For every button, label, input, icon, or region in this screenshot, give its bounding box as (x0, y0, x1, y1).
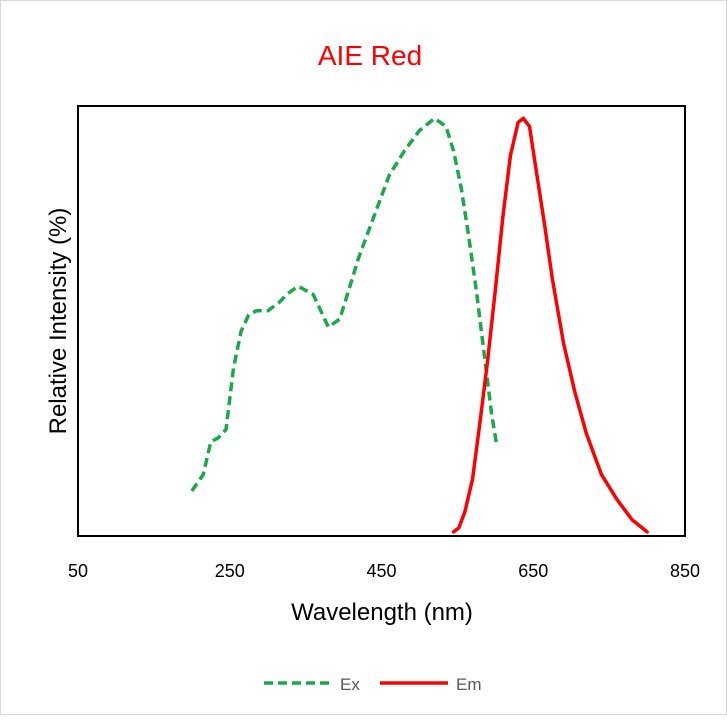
plot-area (77, 105, 686, 537)
x-tick-label: 850 (670, 561, 700, 581)
x-axis-label: Wavelength (nm) (291, 599, 473, 626)
chart-title: AIE Red (318, 40, 422, 71)
legend: Ex Em (264, 675, 482, 694)
legend-label-em: Em (456, 675, 482, 694)
series-line-ex (190, 116, 499, 492)
y-axis-label: Relative Intensity (%) (45, 208, 72, 435)
x-tick-label: 450 (366, 561, 396, 581)
series-layer (190, 116, 649, 534)
x-tick-label: 250 (215, 561, 245, 581)
legend-label-ex: Ex (340, 675, 360, 694)
x-tick-label: 50 (68, 561, 88, 581)
x-tick-labels: 50 250 450 650 850 (68, 561, 700, 581)
series-line-em (451, 116, 649, 534)
x-tick-label: 650 (518, 561, 548, 581)
